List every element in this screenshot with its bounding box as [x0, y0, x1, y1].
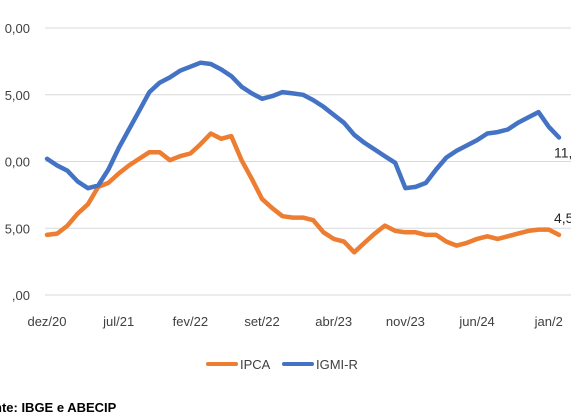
end-data-label: 4,5 [554, 210, 571, 226]
legend: IPCA IGMI-R [206, 357, 358, 372]
series-lines [44, 60, 562, 255]
x-tick-label: jul/21 [102, 314, 134, 329]
data-labels: 4,5 11,8 [554, 144, 571, 225]
legend-label: IPCA [240, 357, 271, 372]
legend-label: IGMI-R [316, 357, 358, 372]
x-tick-label: dez/20 [27, 314, 66, 329]
y-tick-label: ,00 [12, 288, 30, 303]
x-tick-label: jun/24 [458, 314, 494, 329]
x-tick-label: fev/22 [173, 314, 208, 329]
x-tick-label: set/22 [244, 314, 279, 329]
x-tick-label: abr/23 [315, 314, 352, 329]
x-tick-label: nov/23 [386, 314, 425, 329]
gridlines [45, 27, 571, 296]
series-line-ipca [44, 131, 562, 255]
y-tick-label: 0,00 [5, 21, 30, 36]
x-tick-label: jan/2 [534, 314, 563, 329]
end-data-label: 11,8 [554, 144, 571, 160]
series-line-igmi-r [44, 60, 562, 191]
y-tick-label: 5,00 [5, 88, 30, 103]
x-axis-ticks: dez/20 jul/21 fev/22 set/22 abr/23 nov/23 jun/… [27, 314, 562, 329]
y-tick-label: 5,00 [5, 221, 30, 236]
y-axis-ticks: ,00 5,00 0,00 5,00 0,00 [5, 21, 30, 303]
y-tick-label: 0,00 [5, 155, 30, 170]
source-note: nte: IBGE e ABECIP [0, 400, 117, 415]
